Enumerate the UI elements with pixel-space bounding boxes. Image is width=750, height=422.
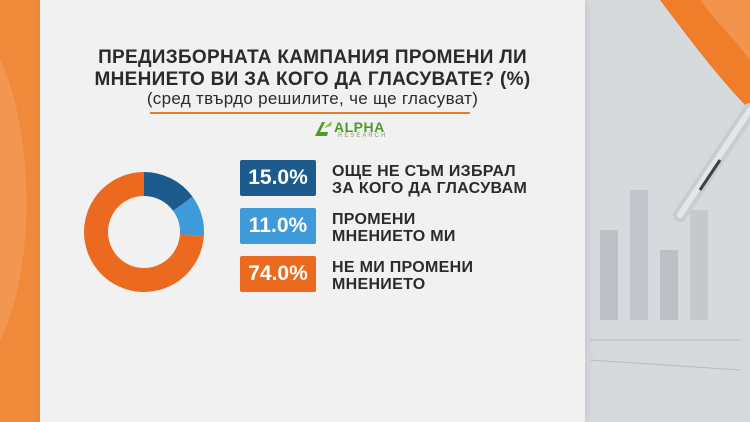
value-badge-not-chosen: 15.0% <box>240 160 316 196</box>
legend-label-changed: ПРОМЕНИ МНЕНИЕТО МИ <box>332 211 456 245</box>
value-badge-not-changed: 74.0% <box>240 256 316 292</box>
legend-line2: МНЕНИЕТО <box>332 276 426 293</box>
donut-chart <box>84 172 205 292</box>
chart-title-line2: МНЕНИЕТО ВИ ЗА КОГО ДА ГЛАСУВАТЕ? (%) <box>94 69 531 90</box>
legend-line2: МНЕНИЕТО МИ <box>332 228 456 245</box>
legend-label-not-chosen: ОЩЕ НЕ СЪМ ИЗБРАЛ ЗА КОГО ДА ГЛАСУВАМ <box>332 163 527 197</box>
chart-title-line1: ПРЕДИЗБОРНАТА КАМПАНИЯ ПРОМЕНИ ЛИ <box>98 47 527 68</box>
chart-subtitle: (сред твърдо решилите, че ще гласуват) <box>146 89 479 108</box>
alpha-logo-icon <box>315 121 332 136</box>
legend-line1: ОЩЕ НЕ СЪМ ИЗБРАЛ <box>332 163 516 180</box>
donut-slice-0 <box>144 172 193 211</box>
logo-name: ALPHA <box>334 119 385 135</box>
pen-decoration <box>673 103 750 222</box>
title-underline <box>150 112 470 114</box>
legend-line2: ЗА КОГО ДА ГЛАСУВАМ <box>332 180 528 197</box>
donut-slice-1 <box>173 196 205 236</box>
value-badge-changed: 11.0% <box>240 208 316 244</box>
logo-subtitle: RESEARCH <box>338 133 388 139</box>
donut-slice-2 <box>84 172 204 292</box>
legend-line1: НЕ МИ ПРОМЕНИ <box>332 259 474 276</box>
legend-label-not-changed: НЕ МИ ПРОМЕНИ МНЕНИЕТО <box>332 259 473 293</box>
legend-line1: ПРОМЕНИ <box>332 211 416 228</box>
